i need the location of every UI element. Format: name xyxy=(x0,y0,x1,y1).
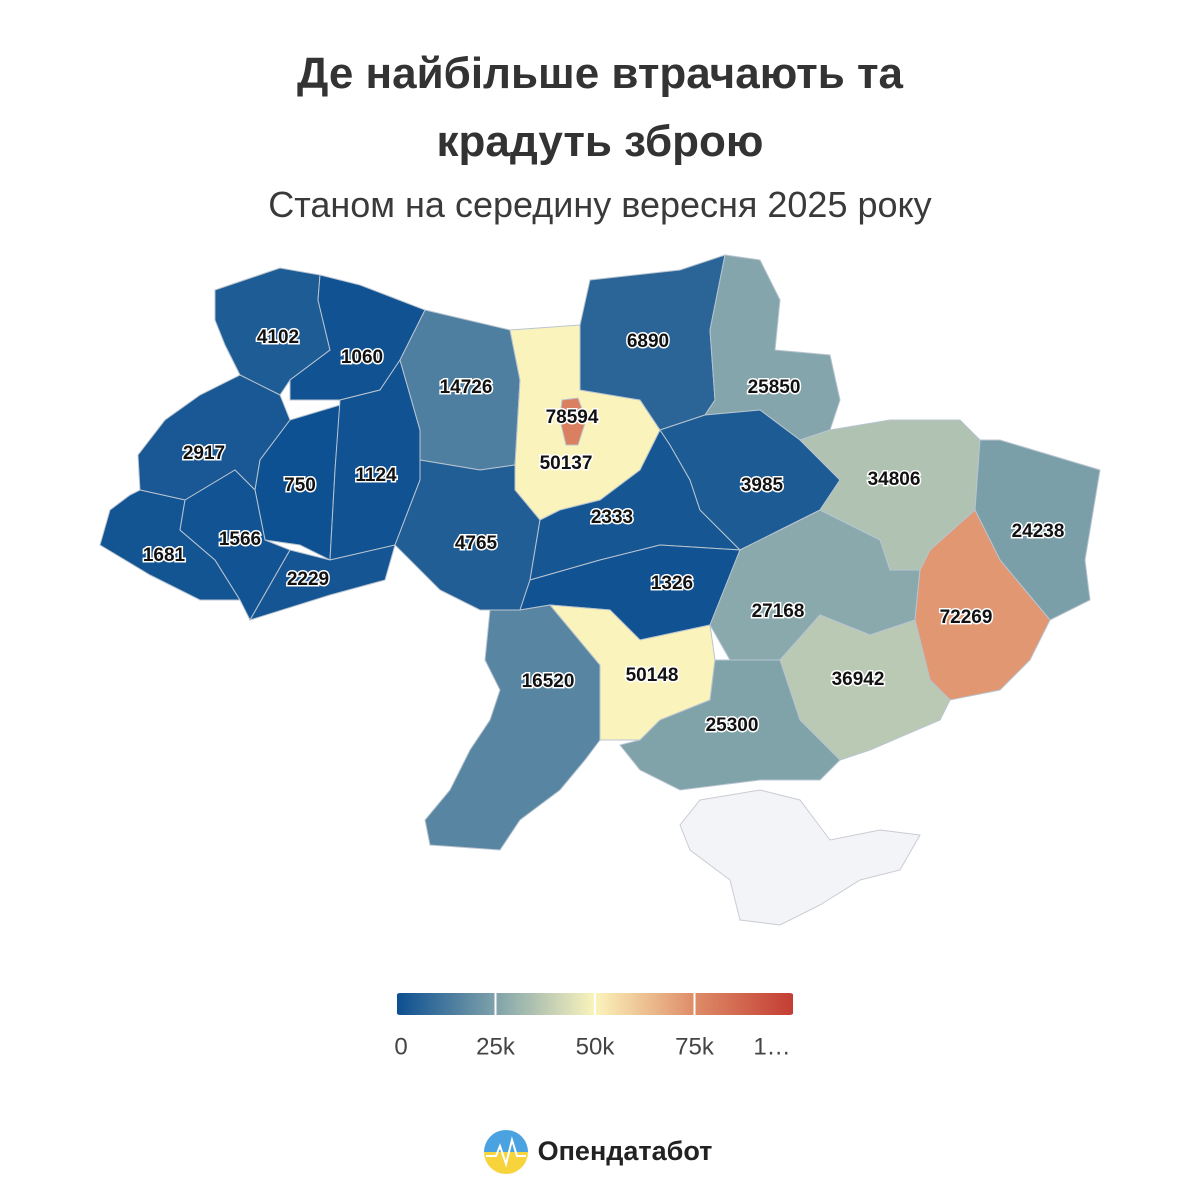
value-label: 34806 xyxy=(868,469,921,490)
value-label: 24238 xyxy=(1012,521,1065,542)
value-label: 2917 xyxy=(183,443,225,464)
value-label: 36942 xyxy=(832,669,885,690)
value-label: 25850 xyxy=(748,377,801,398)
logo-mark xyxy=(486,1136,526,1168)
brand: Опендатабот xyxy=(538,1136,713,1166)
legend-tick-label: 1… xyxy=(753,1033,790,1060)
value-label: 50148 xyxy=(626,665,679,686)
region xyxy=(424,604,601,851)
value-label: 3985 xyxy=(741,475,784,496)
value-label: 1124 xyxy=(355,465,397,486)
region xyxy=(704,254,841,441)
value-label: 750 xyxy=(284,475,316,496)
value-label: 6890 xyxy=(627,331,669,352)
value-label: 1566 xyxy=(219,529,261,550)
value-label: 1326 xyxy=(651,573,693,594)
value-label: 25300 xyxy=(706,715,759,736)
logo xyxy=(484,1130,528,1174)
value-label: 14726 xyxy=(440,377,493,398)
title: Де найбільше втрачають та крадуть зброю xyxy=(296,49,904,166)
labels: 4102 1060 2917 750 1124 1681 1566 2229 14726 7859… xyxy=(141,326,1066,738)
value-label: 16520 xyxy=(522,671,575,692)
value-label: 27168 xyxy=(752,601,805,622)
value-label: 2229 xyxy=(287,569,329,590)
value-label: 78594 xyxy=(546,407,599,428)
legend-tick-label: 75k xyxy=(675,1033,715,1060)
value-label: 4102 xyxy=(257,327,299,348)
regions xyxy=(99,254,1101,851)
subtitle: Станом на середину вересня 2025 року xyxy=(268,184,932,225)
value-label: 72269 xyxy=(940,607,993,628)
legend-tick-label: 25k xyxy=(476,1033,516,1060)
value-label: 2333 xyxy=(591,507,633,528)
value-label: 1681 xyxy=(143,545,186,566)
legend-tick-label: 50k xyxy=(576,1033,616,1060)
value-label: 50137 xyxy=(540,453,593,474)
value-label: 4765 xyxy=(455,533,498,554)
legend-tick-label: 0 xyxy=(394,1033,407,1060)
region xyxy=(559,397,587,446)
region xyxy=(619,659,841,791)
value-label: 1060 xyxy=(341,347,383,368)
crimea xyxy=(679,789,921,926)
region xyxy=(248,544,396,621)
